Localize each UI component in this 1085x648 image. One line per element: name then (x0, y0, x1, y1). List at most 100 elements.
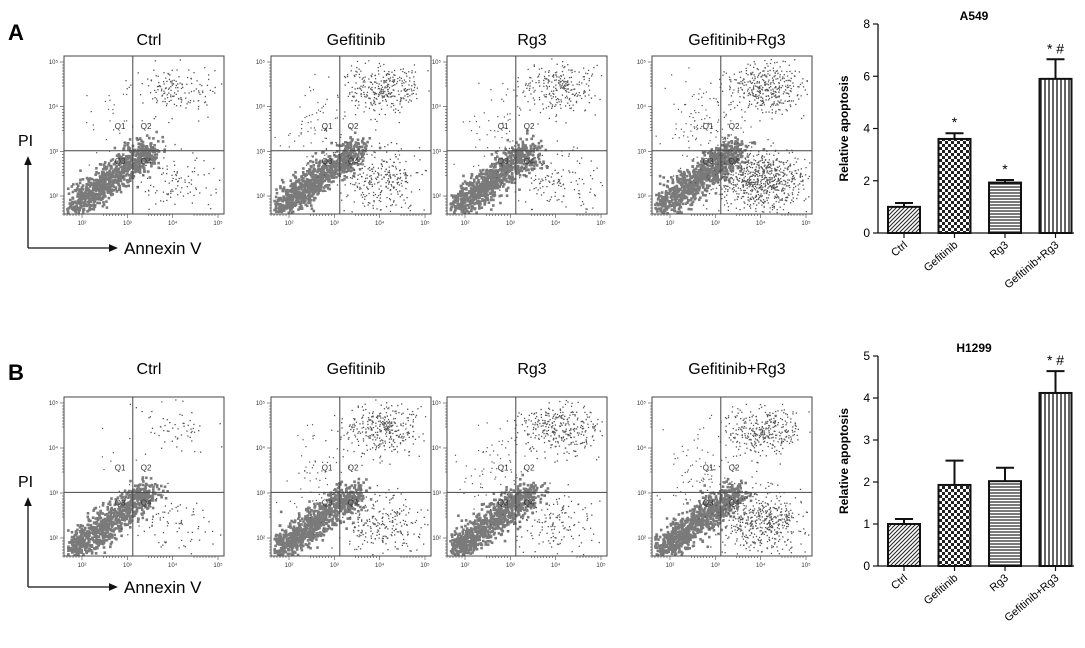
cytometry-dot (97, 193, 100, 196)
cytometry-dot (302, 167, 305, 170)
cytometry-dot (359, 152, 363, 156)
cytometry-dot (78, 192, 82, 196)
cytometry-dot (371, 89, 373, 91)
cytometry-dot (375, 81, 377, 83)
cytometry-dot (97, 195, 101, 198)
cytometry-dot (320, 173, 324, 176)
cytometry-dot (567, 83, 569, 86)
cytometry-dot (404, 202, 407, 204)
cytometry-dot (407, 96, 409, 98)
cytometry-dot (301, 195, 304, 198)
cytometry-dot (71, 200, 74, 204)
cytometry-dot (382, 91, 385, 93)
cytometry-dot (214, 70, 216, 72)
cytometry-dot (500, 157, 504, 161)
cytometry-dot (675, 174, 679, 178)
cytometry-dot (493, 191, 496, 194)
cytometry-dot (702, 183, 705, 187)
cytometry-dot (290, 211, 294, 215)
cytometry-dot (544, 96, 546, 98)
cytometry-dot (277, 210, 281, 213)
cytometry-dot (366, 95, 369, 97)
cytometry-dot (291, 190, 294, 194)
cytometry-dot (482, 190, 486, 193)
cytometry-dot (176, 172, 178, 174)
cytometry-dot (303, 145, 305, 147)
cytometry-dot (86, 187, 90, 190)
cytometry-dot (351, 150, 354, 153)
cytometry-dot (310, 207, 314, 210)
cytometry-dot (473, 165, 475, 167)
cytometry-dot (577, 94, 579, 96)
cytometry-dot (153, 144, 156, 147)
cytometry-dot (509, 141, 511, 143)
cytometry-dot (531, 80, 534, 82)
cytometry-dot (578, 92, 580, 94)
cytometry-dot (133, 158, 136, 161)
cytometry-dot (359, 162, 363, 166)
cytometry-dot (665, 208, 669, 211)
cytometry-dot (346, 141, 348, 143)
cytometry-dot (498, 177, 501, 181)
cytometry-dot (570, 181, 572, 183)
cytometry-dot (726, 159, 729, 163)
cytometry-dot (279, 203, 282, 206)
cytometry-dot (700, 165, 703, 169)
cytometry-dot (351, 162, 355, 165)
cytometry-dot (467, 203, 470, 207)
x-tick-label: 10⁴ (551, 220, 561, 227)
cytometry-dot (136, 166, 140, 170)
cytometry-dot (111, 158, 115, 161)
cytometry-dot (159, 167, 161, 169)
cytometry-dot (212, 90, 214, 93)
cytometry-dot (407, 101, 410, 103)
cytometry-dot (708, 184, 711, 188)
cytometry-dot (509, 177, 513, 181)
cytometry-dot (459, 184, 463, 188)
cytometry-dot (124, 158, 127, 161)
cytometry-dot (735, 148, 738, 151)
cytometry-dot (486, 190, 489, 193)
cytometry-dot (308, 188, 312, 191)
cytometry-dot (302, 173, 305, 177)
cytometry-dot (343, 151, 347, 155)
cytometry-dot (171, 84, 173, 86)
cytometry-dot (494, 164, 497, 167)
cytometry-dot (358, 68, 360, 70)
cytometry-dot (573, 189, 576, 191)
cytometry-dot (361, 141, 364, 144)
cytometry-dot (301, 180, 304, 183)
cytometry-dot (721, 158, 725, 162)
cytometry-dot (354, 92, 356, 94)
cytometry-dot (347, 168, 350, 171)
cytometry-dot (449, 208, 453, 212)
cytometry-dot (562, 87, 564, 89)
cytometry-dot (317, 164, 320, 168)
cytometry-dot (478, 126, 481, 128)
cytometry-dot (342, 118, 344, 120)
cytometry-dot (391, 204, 393, 206)
cytometry-dot (596, 64, 598, 67)
cytometry-dot (360, 194, 362, 196)
cytometry-dot (371, 86, 373, 89)
cytometry-dot (290, 187, 294, 191)
cytometry-dot (542, 179, 544, 182)
cytometry-dot (388, 198, 391, 200)
cytometry-dot (175, 105, 178, 107)
cytometry-dot (99, 196, 102, 200)
cytometry-dot (77, 202, 80, 205)
cytometry-dot (493, 186, 497, 190)
cytometry-dot (125, 80, 127, 82)
y-tick-label: 10⁵ (49, 59, 59, 66)
dot-cloud (273, 60, 430, 215)
cytometry-dot (324, 177, 328, 180)
cytometry-dot (303, 187, 307, 191)
cytometry-dot (395, 204, 397, 206)
cytometry-dot (111, 182, 115, 185)
cytometry-dot (549, 181, 551, 183)
cytometry-dot (568, 153, 570, 155)
cytometry-dot (305, 183, 308, 187)
cytometry-dot (406, 75, 408, 77)
cytometry-dot (393, 174, 395, 176)
cytometry-dot (392, 201, 395, 203)
